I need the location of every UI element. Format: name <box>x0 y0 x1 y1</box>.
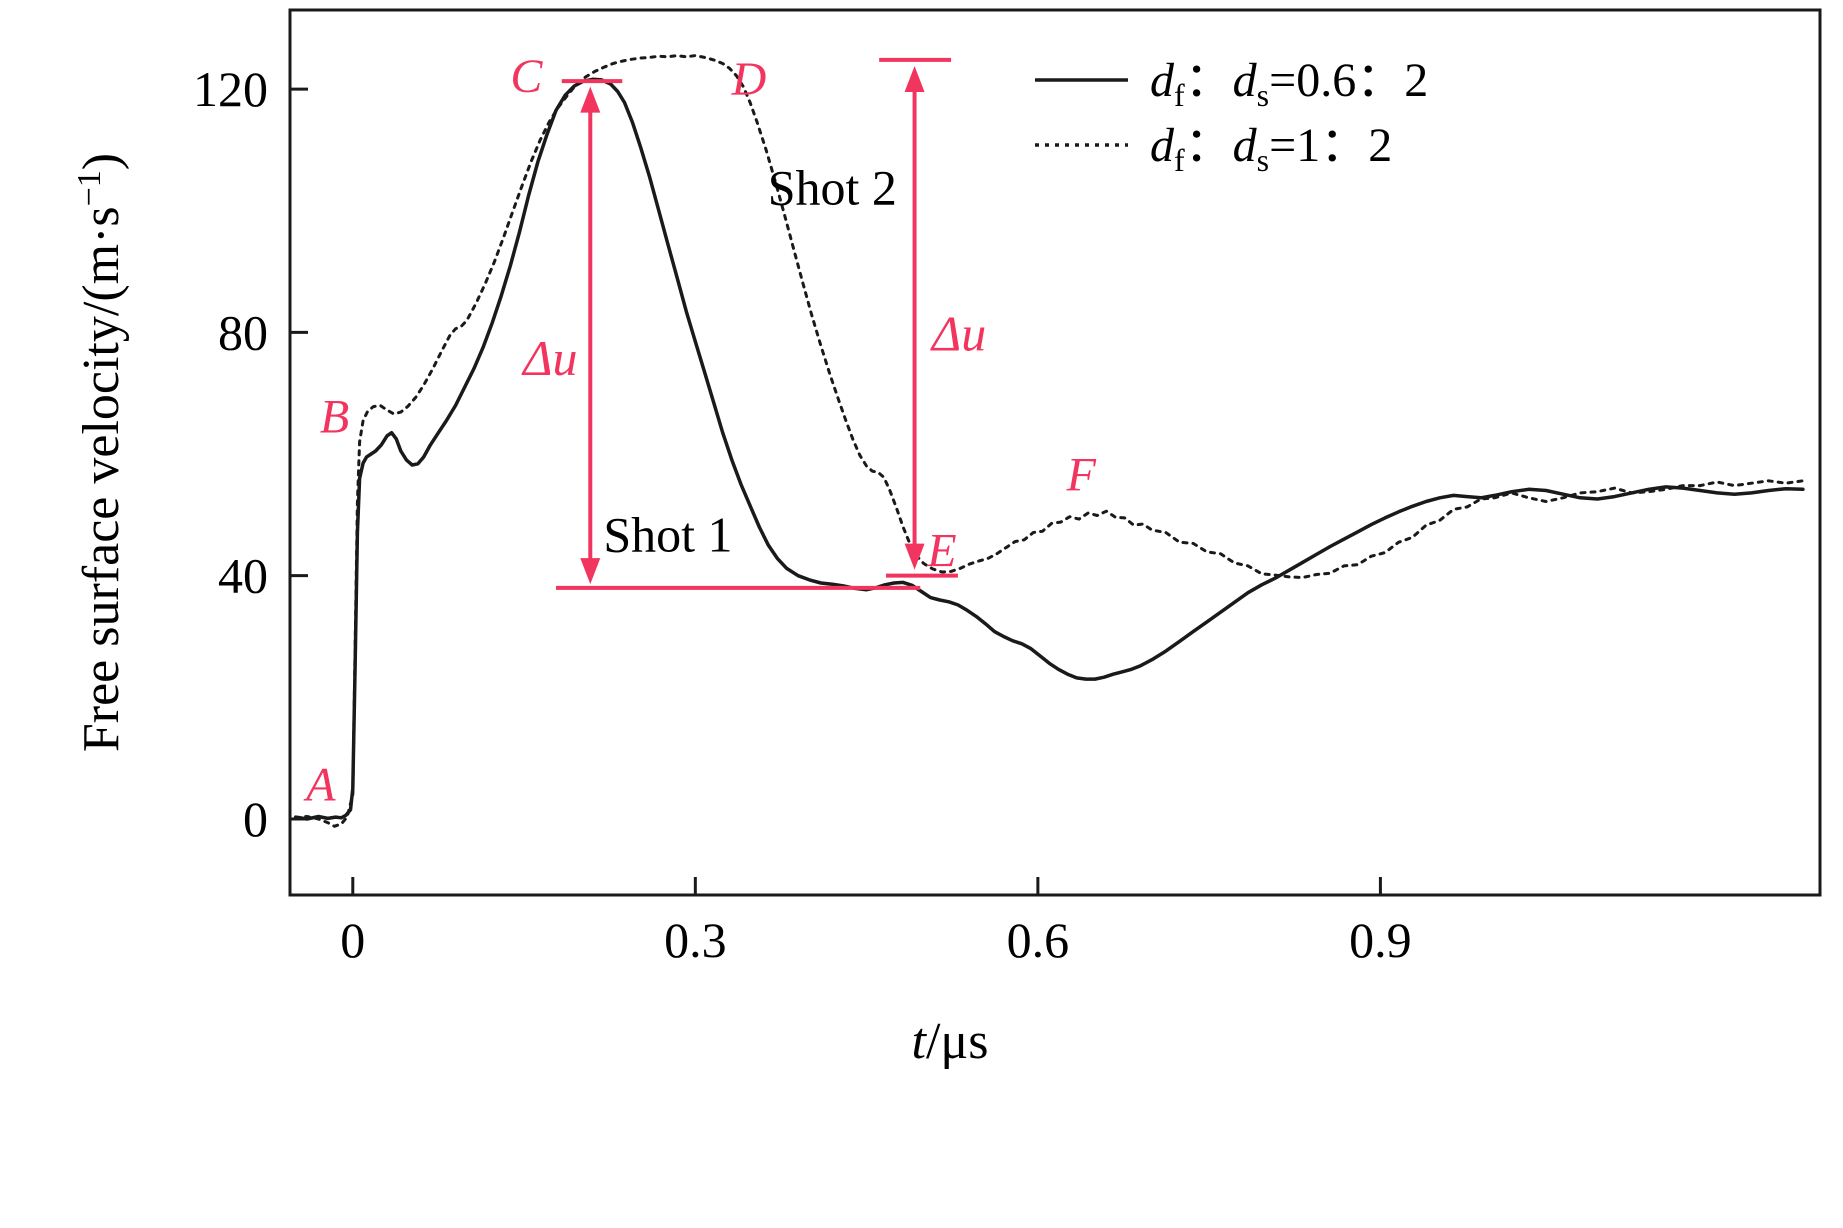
point-label-B: B <box>320 391 349 444</box>
legend-label-2: df：ds=1：2 <box>1150 119 1392 178</box>
shot-label-2: Shot 2 <box>768 160 897 216</box>
point-label-C: C <box>510 50 543 103</box>
delta-u-label-2: Δu <box>930 306 986 362</box>
x-tick-label: 0.3 <box>664 912 727 968</box>
arrowhead-up-icon <box>580 86 601 113</box>
curve-solid-shot-1 <box>293 77 1805 821</box>
point-label-E: E <box>926 525 956 578</box>
y-tick-label: 40 <box>218 548 268 604</box>
shot-label-1: Shot 1 <box>603 506 732 562</box>
arrowhead-down-icon <box>904 543 925 570</box>
x-tick-label: 0 <box>340 912 365 968</box>
point-label-A: A <box>303 759 336 812</box>
point-label-F: F <box>1066 449 1097 502</box>
x-tick-label: 0.6 <box>1007 912 1070 968</box>
plot-border <box>288 8 1822 897</box>
point-label-D: D <box>731 53 767 106</box>
arrowhead-down-icon <box>580 558 601 585</box>
legend-label-1: df：ds=0.6：2 <box>1150 54 1428 113</box>
y-tick-label: 80 <box>218 304 268 360</box>
x-tick-label: 0.9 <box>1349 912 1412 968</box>
x-axis-label: t/μs <box>911 1013 988 1070</box>
y-axis-label: Free surface velocity/(m·s−1) <box>71 153 130 752</box>
curve-dashed-shot-2 <box>294 54 1805 828</box>
y-tick-label: 0 <box>243 791 268 847</box>
delta-u-label-1: Δu <box>521 330 577 386</box>
arrowhead-up-icon <box>904 65 925 92</box>
y-tick-label: 120 <box>193 61 268 117</box>
